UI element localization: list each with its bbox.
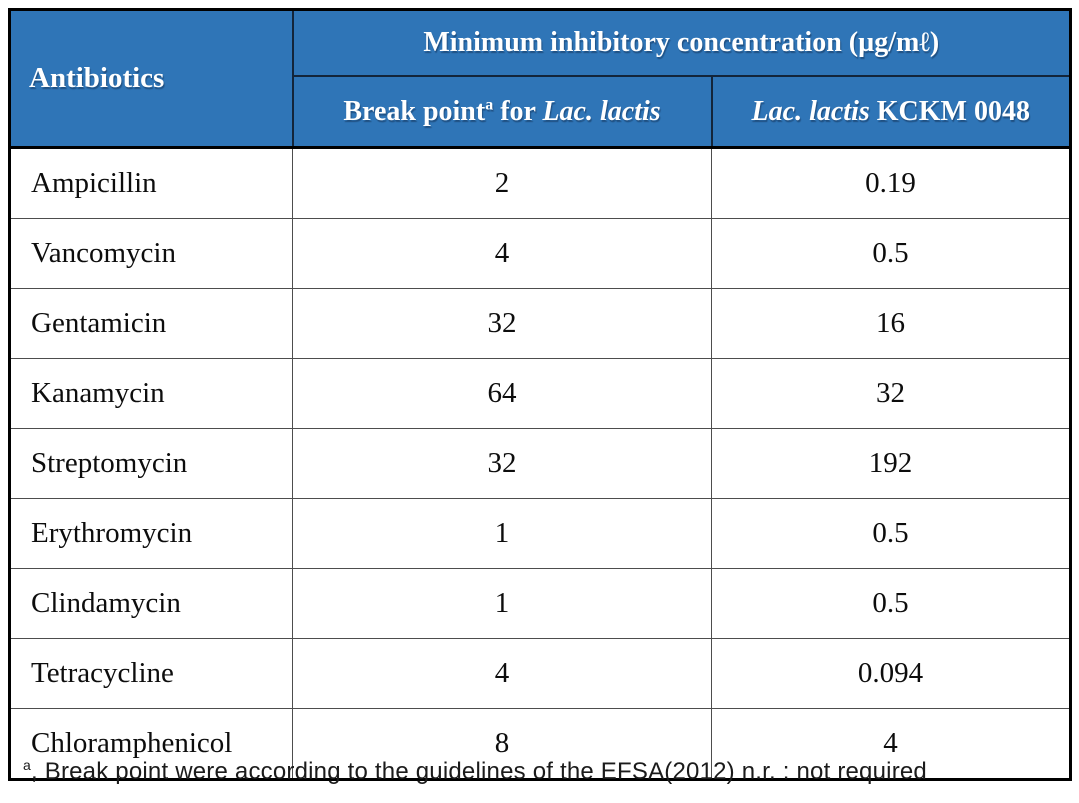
breakpoint-value-cell: 64 (292, 358, 712, 429)
header-strain-cell: Lac. lactis KCKM 0048 (710, 75, 1072, 149)
breakpoint-value-cell: 4 (292, 638, 712, 709)
header-mic-group-label: Minimum inhibitory concentration (µg/mℓ) (423, 27, 940, 58)
antibiotic-name-cell: Ampicillin (9, 147, 293, 219)
table-row: Tetracycline 4 0.094 (9, 638, 1072, 709)
footnote-text: , Break point were according to the guid… (31, 758, 927, 785)
table-row: Vancomycin 4 0.5 (9, 218, 1072, 289)
antibiotic-name-cell: Kanamycin (9, 358, 293, 429)
breakpoint-value-cell: 8 (292, 708, 712, 780)
antibiotic-name-cell: Clindamycin (9, 568, 293, 639)
breakpoint-value-cell: 4 (292, 218, 712, 289)
mic-table: Antibiotics Minimum inhibitory concentra… (8, 8, 1073, 781)
breakpoint-value-cell: 32 (292, 428, 712, 499)
mic-value-cell: 0.5 (710, 498, 1072, 569)
breakpoint-value-cell: 1 (292, 498, 712, 569)
strain-species-italic: Lac. lactis (751, 95, 870, 127)
mic-value-cell: 0.5 (710, 568, 1072, 639)
header-breakpoint-cell: Break pointa for Lac. lactis (291, 75, 713, 149)
antibiotic-name-cell: Streptomycin (9, 428, 293, 499)
antibiotic-name-cell: Gentamicin (9, 288, 293, 359)
header-mic-group-cell: Minimum inhibitory concentration (µg/mℓ) (291, 8, 1072, 77)
antibiotic-name-cell: Erythromycin (9, 498, 293, 569)
table-row: Clindamycin 1 0.5 (9, 568, 1072, 639)
antibiotic-name-cell: Tetracycline (9, 638, 293, 709)
breakpoint-superscript: a (485, 96, 494, 114)
breakpoint-label-prefix: Break point (343, 95, 486, 127)
mic-value-cell: 16 (710, 288, 1072, 359)
mic-value-cell: 0.19 (710, 147, 1072, 219)
breakpoint-value-cell: 1 (292, 568, 712, 639)
header-antibiotics-cell: Antibiotics (8, 8, 294, 149)
footnote-superscript: a (23, 757, 31, 773)
mic-value-cell: 0.094 (710, 638, 1072, 709)
table-row: Streptomycin 32 192 (9, 428, 1072, 499)
header-row-group: Antibiotics Minimum inhibitory concentra… (8, 8, 1072, 149)
mic-value-cell: 32 (710, 358, 1072, 429)
mic-value-cell: 192 (710, 428, 1072, 499)
breakpoint-value-cell: 32 (292, 288, 712, 359)
table-row: Erythromycin 1 0.5 (9, 498, 1072, 569)
table-row: Gentamicin 32 16 (9, 288, 1072, 359)
table-row: Chloramphenicol 8 4 (9, 708, 1072, 780)
mic-value-cell: 4 (710, 708, 1072, 780)
mic-value-cell: 0.5 (710, 218, 1072, 289)
antibiotic-name-cell: Vancomycin (9, 218, 293, 289)
breakpoint-species-italic: Lac. lactis (542, 95, 661, 127)
header-antibiotics-label: Antibiotics (29, 62, 165, 94)
breakpoint-label-mid: for (493, 95, 543, 127)
footnote: a, Break point were according to the gui… (23, 758, 1063, 786)
header-row-sub: Break pointa for Lac. lactis Lac. lactis… (10, 75, 1072, 149)
breakpoint-value-cell: 2 (292, 147, 712, 219)
strain-label-suffix: KCKM 0048 (869, 95, 1030, 127)
antibiotic-name-cell: Chloramphenicol (9, 708, 293, 780)
table-row: Ampicillin 2 0.19 (9, 147, 1072, 219)
table-row: Kanamycin 64 32 (9, 358, 1072, 429)
